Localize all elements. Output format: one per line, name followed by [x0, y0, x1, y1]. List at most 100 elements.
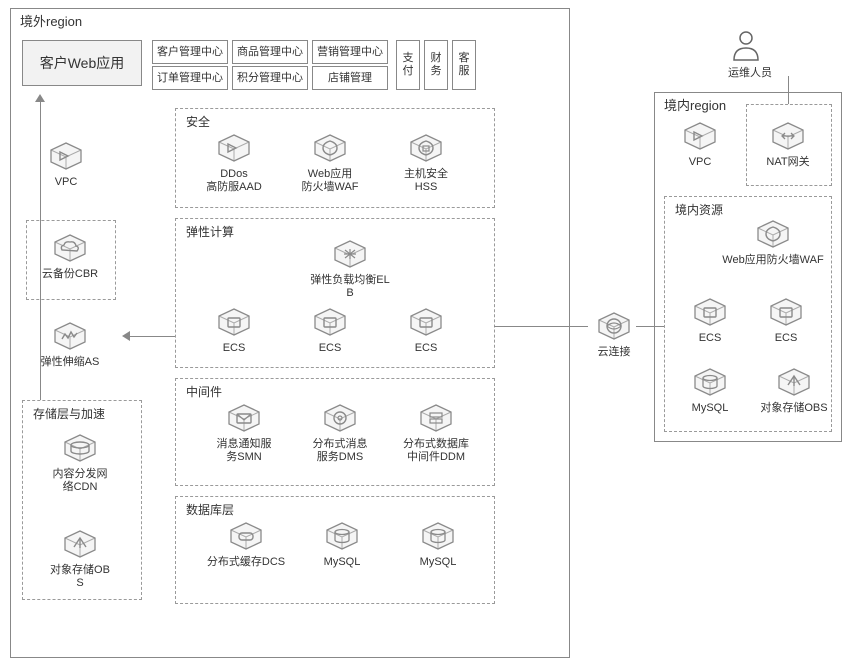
database-title: 数据库层 — [186, 501, 234, 518]
ops-person: 运维人员 — [728, 28, 772, 80]
scale-icon — [50, 320, 90, 354]
hss-icon — [406, 132, 446, 166]
ddm-icon — [416, 402, 456, 436]
ecs-0-label: ECS — [204, 342, 264, 355]
dms-icon — [320, 402, 360, 436]
vpc-icon — [46, 140, 86, 174]
connector — [494, 326, 588, 327]
mysql-icon — [322, 520, 362, 554]
disk-icon — [60, 432, 100, 466]
elb-node: 弹性负载均衡ELB — [300, 238, 400, 300]
dres-ecs1: ECS — [680, 296, 740, 345]
nat-icon — [768, 120, 808, 154]
vpc-icon — [680, 120, 720, 154]
person-icon — [728, 28, 764, 64]
cdn-node-label: 内容分发网络CDN — [50, 468, 110, 494]
domestic-vpc: VPC — [670, 120, 730, 169]
security-title: 安全 — [186, 113, 210, 130]
database-2: MySQL — [396, 520, 480, 569]
middleware-0-label: 消息通知服 务SMN — [204, 438, 284, 464]
middleware-1: 分布式消息 服务DMS — [300, 402, 380, 464]
middleware-2-label: 分布式数据库 中间件DDM — [396, 438, 476, 464]
cloud-connect-label: 云连接 — [584, 346, 644, 359]
middleware-2: 分布式数据库 中间件DDM — [396, 402, 476, 464]
ops-person-label: 运维人员 — [728, 64, 772, 80]
storage-accel-title: 存储层与加速 — [33, 405, 105, 422]
arrow-head — [122, 331, 130, 341]
overseas-region-title: 境外region — [20, 11, 82, 30]
middleware-0: 消息通知服 务SMN — [204, 402, 284, 464]
dres-ecs1-label: ECS — [680, 332, 740, 345]
elb-icon — [330, 238, 370, 272]
ecs-1-label: ECS — [300, 342, 360, 355]
ecs-0: ECS — [204, 306, 264, 355]
waf-icon — [753, 218, 793, 252]
mysql-icon — [418, 520, 458, 554]
overseas-vpc: VPC — [36, 140, 96, 189]
ecs-icon — [690, 296, 730, 330]
smn-icon — [224, 402, 264, 436]
overseas-as: 弹性伸缩AS — [40, 320, 100, 369]
dres-waf-label: Web应用防火墙WAF — [718, 254, 828, 267]
mgmt-box-r2: 客服 — [452, 40, 476, 90]
customer-web-app-label: 客户Web应用 — [40, 53, 125, 73]
dres-mysql-label: MySQL — [680, 402, 740, 415]
dres-waf: Web应用防火墙WAF — [718, 218, 828, 267]
database-0: 分布式缓存DCS — [204, 520, 288, 569]
security-1-label: Web应用 防火墙WAF — [300, 168, 360, 194]
obs-icon — [774, 366, 814, 400]
cloud-connect: 云连接 — [584, 310, 644, 359]
security-0-label: DDos 高防服AAD — [204, 168, 264, 194]
ecs-icon — [310, 306, 350, 340]
ecs-icon — [214, 306, 254, 340]
connector — [788, 76, 789, 104]
mgmt-box-r0: 支付 — [396, 40, 420, 90]
waf-icon — [310, 132, 350, 166]
obs-node: 对象存储OBS — [50, 528, 110, 590]
connector — [636, 326, 664, 327]
mysql-icon — [690, 366, 730, 400]
mgmt-box-b2: 店铺管理 — [312, 66, 388, 90]
mgmt-box-1: 商品管理中心 — [232, 40, 308, 64]
customer-web-app-box: 客户Web应用 — [22, 40, 142, 86]
arrow-head — [35, 94, 45, 102]
cdn-node: 内容分发网络CDN — [50, 432, 110, 494]
connector — [130, 336, 175, 337]
domestic-region-title: 境内region — [664, 95, 726, 114]
compute-title: 弹性计算 — [186, 223, 234, 240]
cc-icon — [594, 310, 634, 344]
obs-icon — [60, 528, 100, 562]
ecs-1: ECS — [300, 306, 360, 355]
domestic-resources-title: 境内资源 — [675, 201, 723, 218]
dres-mysql: MySQL — [680, 366, 740, 415]
dres-obs: 对象存储OBS — [756, 366, 832, 415]
security-2: 主机安全 HSS — [396, 132, 456, 194]
ecs-icon — [766, 296, 806, 330]
ecs-2: ECS — [396, 306, 456, 355]
mgmt-box-b0: 订单管理中心 — [152, 66, 228, 90]
dcs-icon — [226, 520, 266, 554]
mgmt-box-r1: 财务 — [424, 40, 448, 90]
nat-gateway-label: NAT网关 — [758, 156, 818, 169]
mgmt-box-2: 营销管理中心 — [312, 40, 388, 64]
ddos-icon — [214, 132, 254, 166]
obs-node-label: 对象存储OBS — [50, 564, 110, 590]
dres-ecs2: ECS — [756, 296, 816, 345]
nat-gateway: NAT网关 — [758, 120, 818, 169]
dres-ecs2-label: ECS — [756, 332, 816, 345]
overseas-as-label: 弹性伸缩AS — [40, 356, 100, 369]
database-0-label: 分布式缓存DCS — [206, 556, 286, 569]
domestic-vpc-label: VPC — [670, 156, 730, 169]
dres-obs-label: 对象存储OBS — [756, 402, 832, 415]
connector — [40, 102, 41, 400]
middleware-1-label: 分布式消息 服务DMS — [300, 438, 380, 464]
database-2-label: MySQL — [398, 556, 478, 569]
mgmt-box-b1: 积分管理中心 — [232, 66, 308, 90]
ecs-2-label: ECS — [396, 342, 456, 355]
ecs-icon — [406, 306, 446, 340]
security-0: DDos 高防服AAD — [204, 132, 264, 194]
mgmt-box-0: 客户管理中心 — [152, 40, 228, 64]
overseas-vpc-label: VPC — [36, 176, 96, 189]
database-1: MySQL — [300, 520, 384, 569]
security-2-label: 主机安全 HSS — [396, 168, 456, 194]
